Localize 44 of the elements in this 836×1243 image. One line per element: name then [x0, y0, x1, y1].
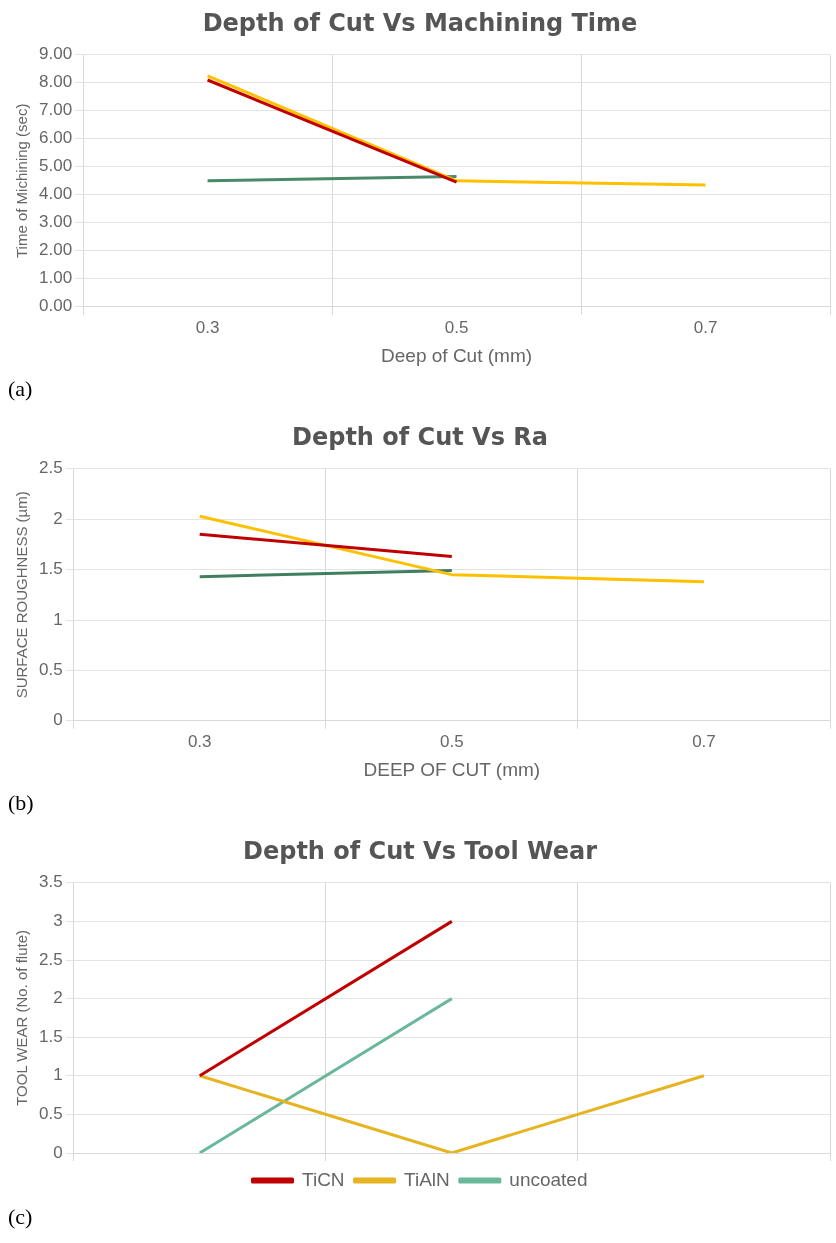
- y-tick-label: 2.00: [38, 240, 73, 260]
- y-tick-label: 1: [53, 609, 63, 629]
- y-axis-title: Time of Michining (sec): [13, 103, 31, 259]
- text: (a): [8, 376, 33, 402]
- chart-title: Depth of Cut Vs Ra: [292, 422, 548, 451]
- x-tick-label: 0.5: [440, 731, 464, 751]
- x-tick-label: 0.3: [187, 731, 212, 751]
- x-tick-label: 0.7: [692, 731, 716, 751]
- x-axis-title: Deep of Cut (mm): [381, 344, 533, 366]
- legend-label: TiCN: [302, 1168, 345, 1190]
- y-tick-label: 9.00: [38, 44, 73, 64]
- legend-label: uncoated: [509, 1168, 588, 1190]
- x-tick-label: 0.5: [444, 317, 469, 337]
- y-tick-label: 1.00: [38, 268, 73, 288]
- chart-title: Depth of Cut Vs Machining Time: [202, 8, 638, 37]
- text: (b): [8, 790, 34, 816]
- y-tick-label: 0.00: [38, 296, 73, 316]
- y-tick-label: 0.5: [38, 660, 63, 680]
- y-tick-label: 0.5: [38, 1104, 63, 1124]
- y-tick-label: 2: [53, 988, 63, 1008]
- y-axis-title: TOOL WEAR (No. of flute): [13, 929, 31, 1106]
- y-tick-label: 3.5: [38, 872, 63, 892]
- y-tick-label: 1.5: [38, 559, 63, 579]
- x-tick-label: 0.3: [195, 317, 220, 337]
- legend-label: TiAlN: [404, 1168, 450, 1190]
- y-tick-label: 3: [53, 911, 63, 931]
- y-tick-label: 2.5: [38, 949, 63, 969]
- y-tick-label: 6.00: [38, 128, 73, 148]
- y-tick-label: 4.00: [38, 184, 73, 204]
- y-tick-label: 0: [53, 1142, 63, 1162]
- y-tick-label: 2.5: [38, 458, 63, 478]
- chart-title: Depth of Cut Vs Tool Wear: [243, 836, 598, 865]
- y-tick-label: 8.00: [38, 72, 73, 92]
- x-tick-label: 0.7: [693, 317, 718, 337]
- y-tick-label: 3.00: [38, 212, 73, 232]
- y-tick-label: 2: [53, 508, 63, 528]
- y-tick-label: 1.5: [38, 1026, 63, 1046]
- y-tick-label: 5.00: [38, 156, 73, 176]
- y-axis-title: SURFACE ROUGHNESS (µm): [13, 491, 31, 699]
- text: (c): [8, 1204, 33, 1230]
- y-tick-label: 0: [53, 710, 63, 730]
- y-tick-label: 1: [53, 1065, 63, 1085]
- y-tick-label: 7.00: [38, 100, 73, 120]
- x-axis-title: DEEP OF CUT (mm): [363, 758, 541, 780]
